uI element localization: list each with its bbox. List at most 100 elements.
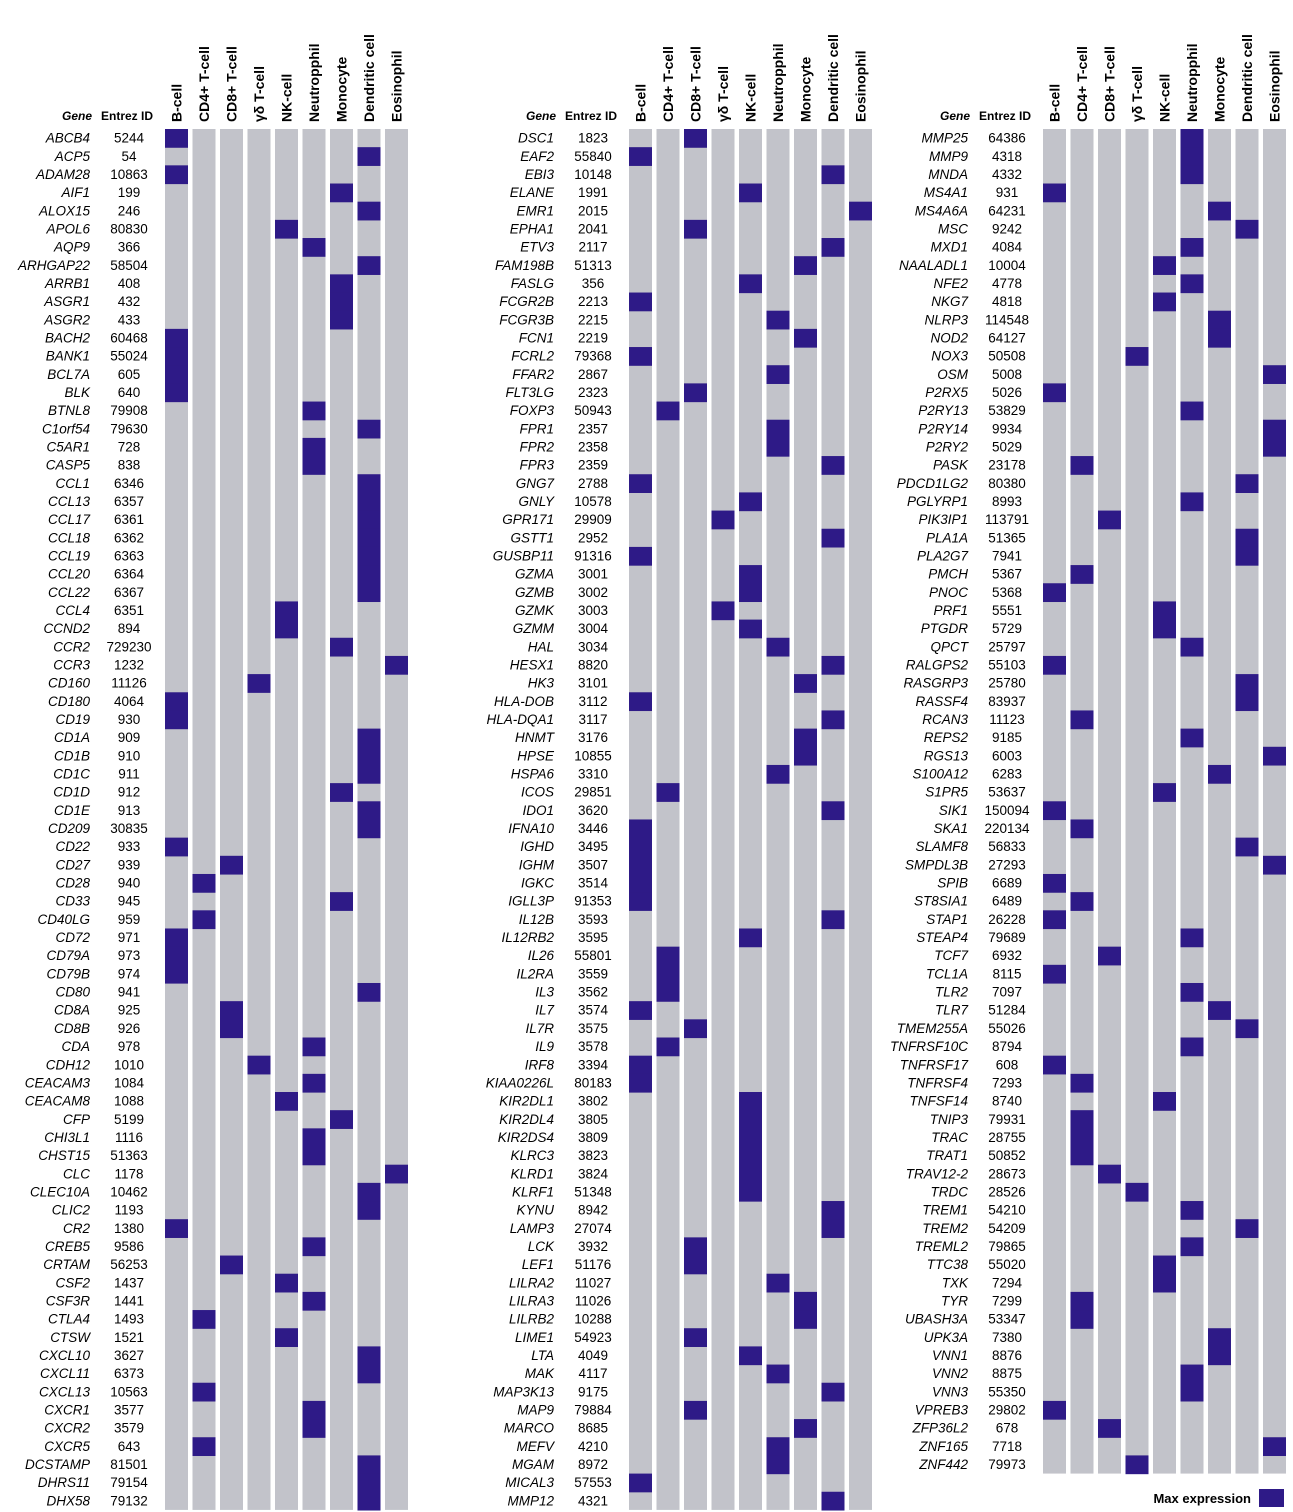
max-expression-cell [1235,692,1259,712]
entrez-id: 25780 [988,676,1026,691]
entrez-id: 6364 [114,567,145,582]
max-expression-cell [1180,728,1204,748]
max-expression-cell [275,1273,298,1293]
gene-label: CCL17 [48,512,91,527]
entrez-id: 3579 [114,1421,144,1436]
column-header: Neutropphil [1184,43,1200,122]
entrez-id: 4332 [992,167,1022,182]
max-expression-cell [656,783,680,802]
gene-label: VNN3 [932,1384,969,1399]
max-expression-cell [1070,1110,1094,1129]
gene-label: CREB5 [45,1239,91,1254]
gene-label: VNN1 [932,1348,968,1363]
gene-label: ARRB1 [44,276,90,291]
gene-label: KIR2DS4 [498,1130,554,1145]
gene-label: KYNU [516,1203,554,1218]
gene-label: NKG7 [931,294,968,309]
max-expression-cell [1208,1001,1231,1020]
max-expression-cell [629,819,652,839]
entrez-id: 1178 [114,1166,143,1181]
entrez-id: 6351 [114,603,144,618]
entrez-id: 23178 [988,458,1026,473]
gene-label: CLC [63,1166,90,1181]
max-expression-cell [275,1092,298,1111]
entrez-id: 5367 [992,567,1022,582]
gene-label: GZMB [515,585,554,600]
entrez-id: 54210 [988,1203,1026,1218]
gene-label: PTGDR [921,621,969,636]
gene-label: IGHM [519,857,555,872]
legend-label: Max expression [1153,1491,1251,1506]
gene-label: QPCT [930,639,969,654]
entrez-id: 8685 [578,1421,608,1436]
gene-label: KLRD1 [510,1166,554,1181]
gene-label: FFAR2 [512,367,554,382]
entrez-id: 3002 [578,585,608,600]
max-expression-cell [794,674,817,693]
max-expression-cell [794,328,817,348]
entrez-id: 838 [118,458,141,473]
entrez-id: 2215 [578,312,608,327]
max-expression-cell [1235,219,1259,239]
gene-label: HPSE [517,748,555,763]
gene-label: CFP [63,1112,90,1127]
entrez-id: 53347 [988,1312,1026,1327]
column-header: CD4+ T-cell [660,46,676,122]
gene-label: PLA2G7 [917,548,969,563]
max-expression-cell [357,419,381,439]
max-expression-cell [656,1037,680,1057]
column-background [684,129,707,1510]
gene-label: IL7R [525,1021,554,1036]
entrez-id: 28755 [988,1130,1026,1145]
gene-label: RASSF4 [915,694,968,709]
gene-label: CCL4 [55,603,90,618]
column-header: γδ T-cell [715,66,731,122]
entrez-id: 608 [996,1057,1019,1072]
gene-label: TYR [941,1293,968,1308]
gene-label: CLEC10A [30,1184,90,1199]
max-expression-cell [357,819,381,839]
entrez-id: 5026 [992,385,1022,400]
entrez-id: 83937 [988,694,1026,709]
gene-label: FCN1 [519,330,554,345]
entrez-id: 80183 [574,1075,612,1090]
entrez-id: 3595 [578,930,608,945]
gene-label: VPREB3 [915,1402,969,1417]
entrez-id: 6367 [114,585,144,600]
gene-label: CCL1 [55,476,90,491]
column-background [165,129,188,1510]
entrez-id: 1084 [114,1075,145,1090]
entrez-id: 54923 [574,1330,612,1345]
entrez-id: 3593 [578,912,608,927]
gene-label: CSF3R [46,1293,91,1308]
gene-label: CR2 [63,1221,90,1236]
entrez-id: 91316 [574,548,612,563]
max-expression-cell [357,546,381,566]
max-expression-cell [629,1473,652,1493]
gene-label: STEAP4 [916,930,968,945]
column-header: Eosinophil [1267,50,1283,122]
max-expression-cell [684,1400,707,1420]
entrez-id: 605 [118,367,141,382]
entrez-id: 4084 [992,240,1023,255]
gene-label: CTSW [50,1330,91,1345]
gene-label: PMCH [928,567,968,582]
max-expression-cell [739,928,762,948]
gene-header: Gene [526,109,556,123]
entrez-id: 6003 [992,748,1022,763]
max-expression-cell [1180,401,1204,421]
column-header: Dendritic cell [825,34,841,122]
column-header: NK-cell [1157,74,1173,122]
max-expression-cell [192,1382,216,1402]
entrez-id: 5551 [992,603,1022,618]
entrez-id: 3575 [578,1021,608,1036]
gene-label: TLR7 [935,1003,969,1018]
gene-label: CD40LG [37,912,90,927]
max-expression-cell [275,601,298,621]
column-background [656,129,680,1510]
gene-label: IFNA10 [508,821,554,836]
entrez-id: 199 [118,185,141,200]
entrez-id: 79689 [988,930,1026,945]
max-expression-cell [1153,256,1176,275]
